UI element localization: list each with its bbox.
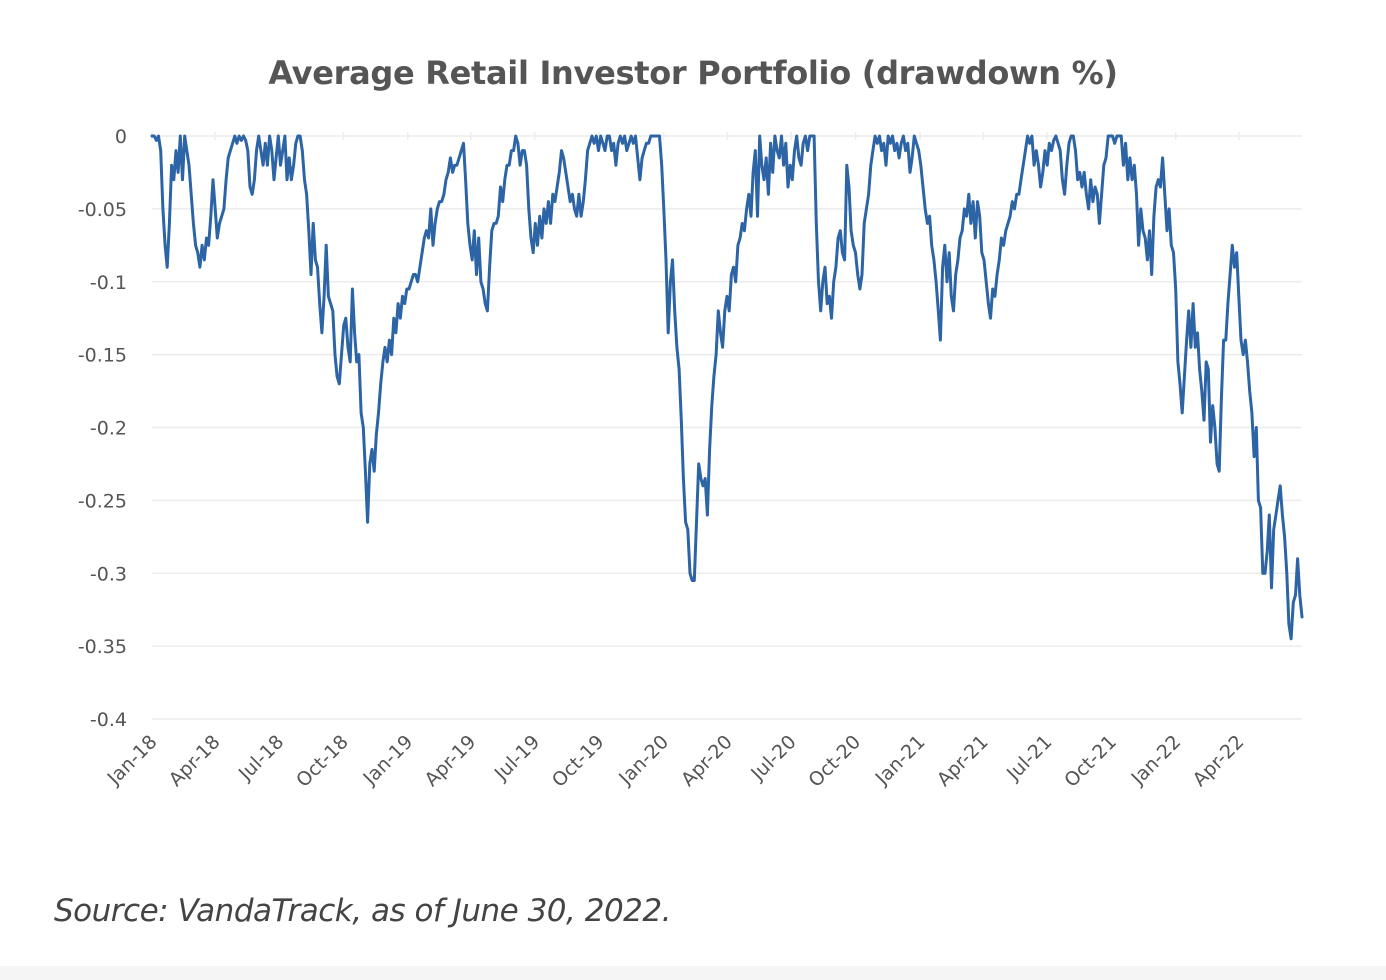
x-tick-label: Oct-20 [804, 731, 865, 792]
x-tick-label: Jul-20 [746, 731, 800, 785]
x-tick-label: Jan-22 [1126, 731, 1185, 790]
source-note: Source: VandaTrack, as of June 30, 2022. [54, 893, 671, 929]
y-tick-label: 0 [115, 126, 127, 148]
x-tick-label: Apr-20 [677, 731, 737, 791]
series-layer [150, 134, 1304, 641]
x-tick-label: Jan-20 [614, 731, 673, 790]
y-tick-label: -0.25 [78, 490, 127, 512]
x-tick-label: Jul-21 [1002, 731, 1056, 785]
x-tick-label: Apr-18 [165, 731, 225, 791]
y-tick-label: -0.2 [90, 418, 127, 440]
x-tick-label: Jul-19 [490, 731, 544, 785]
line-chart: 0 -0.05 -0.1 -0.15 -0.2 -0.25 -0.3 -0.35 -0.4 Ja… [78, 126, 1304, 792]
y-tick-label: -0.4 [90, 709, 127, 731]
gridlines [151, 132, 1302, 720]
y-tick-label: -0.1 [90, 272, 127, 294]
y-tick-label: -0.15 [78, 345, 127, 367]
x-tick-label: Oct-21 [1060, 731, 1121, 792]
y-tick-label: -0.35 [78, 636, 127, 658]
x-tick-label: Apr-22 [1189, 731, 1249, 791]
y-tick-label: -0.05 [78, 199, 127, 221]
y-axis-ticks: 0 -0.05 -0.1 -0.15 -0.2 -0.25 -0.3 -0.35 -0.4 [78, 126, 127, 731]
x-tick-label: Oct-18 [292, 731, 353, 792]
x-tick-label: Apr-19 [421, 731, 481, 791]
y-tick-label: -0.3 [90, 563, 127, 585]
chart-title: Average Retail Investor Portfolio (drawd… [268, 54, 1118, 92]
x-tick-label: Jan-18 [103, 731, 162, 790]
x-tick-label: Apr-21 [933, 731, 993, 791]
x-tick-label: Jul-18 [234, 731, 288, 785]
x-tick-label: Oct-19 [548, 731, 609, 792]
footer-band [0, 966, 1386, 980]
x-tick-label: Jan-19 [358, 731, 417, 790]
series-line [150, 134, 1304, 641]
x-tick-label: Jan-21 [871, 731, 930, 790]
x-axis-ticks: Jan-18 Apr-18 Jul-18 Oct-18 Jan-19 Apr-19 Jul-… [103, 731, 1249, 792]
